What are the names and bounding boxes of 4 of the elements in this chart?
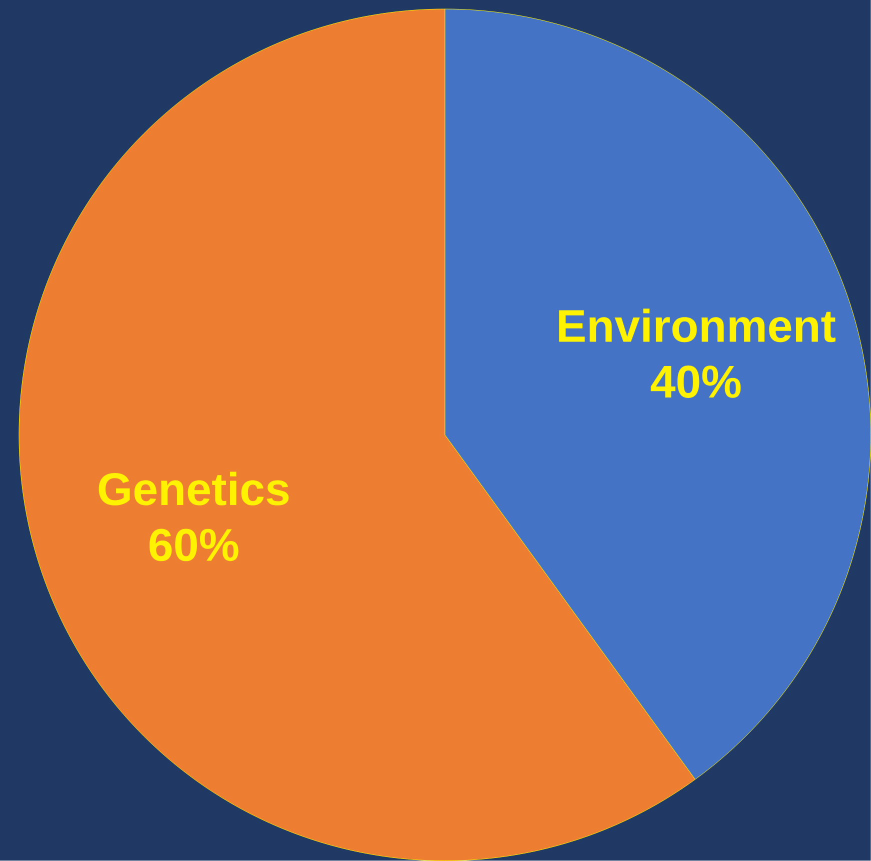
slice-label: Genetics bbox=[98, 472, 289, 506]
slice-label: Environment bbox=[559, 308, 836, 342]
data-label: 40% bbox=[650, 366, 741, 398]
data-label: 60% bbox=[150, 528, 238, 562]
